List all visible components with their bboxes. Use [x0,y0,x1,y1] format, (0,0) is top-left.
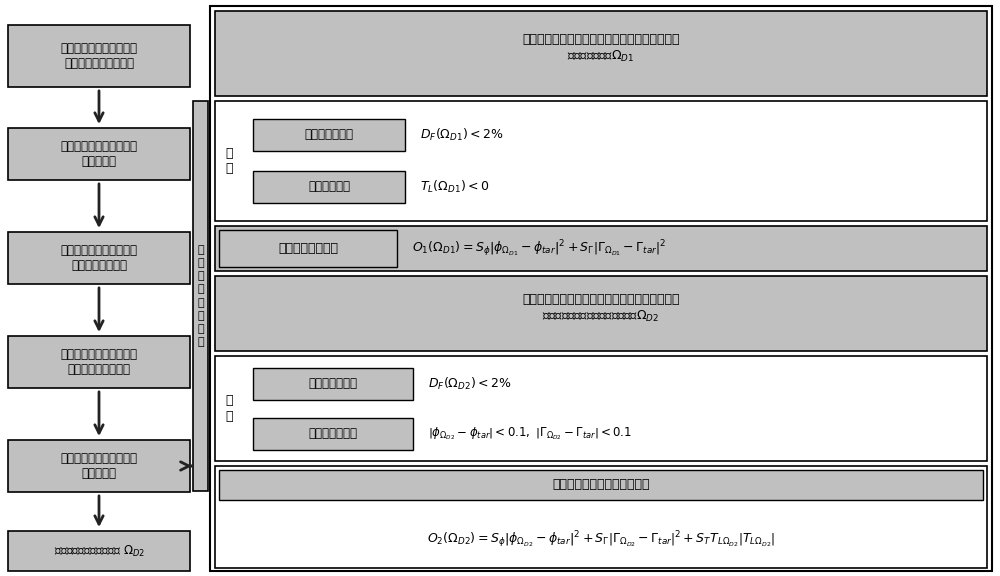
FancyBboxPatch shape [253,171,405,203]
FancyBboxPatch shape [193,101,208,491]
Text: $D_F(\Omega_{D1})<2\%$: $D_F(\Omega_{D1})<2\%$ [420,127,504,143]
FancyBboxPatch shape [219,230,397,267]
FancyBboxPatch shape [215,226,987,271]
FancyBboxPatch shape [215,356,987,461]
Text: 阻抗与振动耦合的适应度函数: 阻抗与振动耦合的适应度函数 [552,479,650,491]
Text: 理论声表面阻抗: 理论声表面阻抗 [308,427,358,440]
FancyBboxPatch shape [253,367,413,400]
Text: 逆向设计每个超表面单元
的结构形式: 逆向设计每个超表面单元 的结构形式 [60,452,138,480]
FancyBboxPatch shape [215,101,987,221]
FancyBboxPatch shape [253,119,405,151]
Text: $\left|\phi_{\Omega_{D2}}-\phi_{tar}\right|<0.1,\ \left|\Gamma_{\Omega_{D2}}-\Ga: $\left|\phi_{\Omega_{D2}}-\phi_{tar}\rig… [428,425,632,442]
FancyBboxPatch shape [215,11,987,96]
FancyBboxPatch shape [8,232,190,284]
Text: 约
束: 约 束 [225,395,233,423]
Text: 逆
向
独
立
设
计
过
程: 逆 向 独 立 设 计 过 程 [197,245,204,347]
Text: $T_L(\Omega_{D1})<0$: $T_L(\Omega_{D1})<0$ [420,179,489,195]
Text: 水下静水压变形: 水下静水压变形 [308,377,358,390]
FancyBboxPatch shape [8,336,190,388]
Text: 计算理论要求的声表面阻
抗边界条件: 计算理论要求的声表面阻 抗边界条件 [60,140,138,168]
FancyBboxPatch shape [215,276,987,351]
FancyBboxPatch shape [8,128,190,180]
Text: 水下静水压变形: 水下静水压变形 [304,128,354,142]
Text: 阻抗的适应度函数: 阻抗的适应度函数 [278,242,338,255]
Text: 输出水声超表面单元结构 $\Omega_{D2}$: 输出水声超表面单元结构 $\Omega_{D2}$ [54,543,144,559]
FancyBboxPatch shape [8,440,190,492]
FancyBboxPatch shape [215,466,987,568]
Text: 初步获得与理论要求声表面阻抗接近的超表面单
元的结构形式：$\Omega_{D1}$: 初步获得与理论要求声表面阻抗接近的超表面单 元的结构形式：$\Omega_{D1… [522,33,680,64]
Text: $O_1(\Omega_{D1})=S_\phi\left|\phi_{\Omega_{D1}}-\phi_{tar}\right|^2+S_\Gamma\le: $O_1(\Omega_{D1})=S_\phi\left|\phi_{\Ome… [412,238,666,259]
Text: $D_F(\Omega_{D2})<2\%$: $D_F(\Omega_{D2})<2\%$ [428,376,512,392]
Text: 给定水下入射声压场和所
期望实现的反射声压场: 给定水下入射声压场和所 期望实现的反射声压场 [60,42,138,70]
FancyBboxPatch shape [219,470,983,500]
Text: $O_2(\Omega_{D2})=S_\phi\left|\phi_{\Omega_{D2}}-\phi_{tar}\right|^2+S_\Gamma\le: $O_2(\Omega_{D2})=S_\phi\left|\phi_{\Ome… [427,530,775,550]
Text: 约
束: 约 束 [225,147,233,175]
FancyBboxPatch shape [210,6,992,571]
Text: 确定每个超表面单元需要
提供的声表面阻抗值: 确定每个超表面单元需要 提供的声表面阻抗值 [60,348,138,376]
Text: 最终获得与理论要求声表面阻抗接近同时振动耦
合最小的超表面单元的结构形式：$\Omega_{D2}$: 最终获得与理论要求声表面阻抗接近同时振动耦 合最小的超表面单元的结构形式：$\O… [522,293,680,324]
FancyBboxPatch shape [8,25,190,87]
Text: 固体振动耦合: 固体振动耦合 [308,180,350,194]
FancyBboxPatch shape [8,531,190,571]
Text: 将水声超表面离散成两个
以上的超表面单元: 将水声超表面离散成两个 以上的超表面单元 [60,244,138,272]
FancyBboxPatch shape [253,418,413,449]
